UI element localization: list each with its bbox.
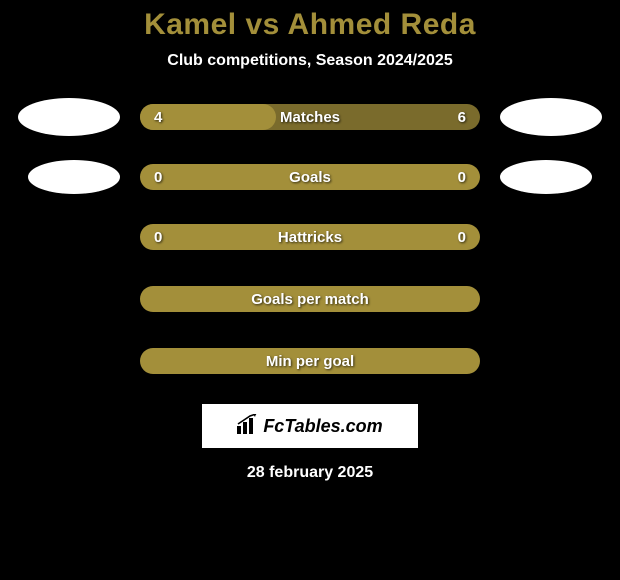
stat-bar: Goals per match — [140, 286, 480, 312]
stat-value-right: 6 — [458, 109, 466, 126]
stat-bar: 4 Matches 6 — [140, 104, 480, 130]
stat-label: Goals — [140, 169, 480, 186]
branding-text: FcTables.com — [263, 416, 382, 437]
stat-label: Min per goal — [140, 353, 480, 370]
stat-bar: 0 Hattricks 0 — [140, 224, 480, 250]
stat-row-min-per-goal: Min per goal — [0, 342, 620, 380]
player-right-marker — [500, 160, 592, 194]
stat-row-goals-per-match: Goals per match — [0, 280, 620, 318]
footer-date: 28 february 2025 — [0, 464, 620, 482]
stat-label: Matches — [140, 109, 480, 126]
stat-row-goals: 0 Goals 0 — [0, 160, 620, 194]
stat-bar: Min per goal — [140, 348, 480, 374]
player-right-marker — [500, 98, 602, 136]
stat-value-right: 0 — [458, 229, 466, 246]
branding-logo: FcTables.com — [202, 404, 418, 448]
stat-row-matches: 4 Matches 6 — [0, 98, 620, 136]
infographic-container: Kamel vs Ahmed Reda Club competitions, S… — [0, 0, 620, 482]
stat-label: Goals per match — [140, 291, 480, 308]
player-left-marker — [28, 160, 120, 194]
page-title: Kamel vs Ahmed Reda — [0, 8, 620, 42]
chart-icon — [237, 414, 259, 439]
stat-label: Hattricks — [140, 229, 480, 246]
player-left-marker — [18, 98, 120, 136]
page-subtitle: Club competitions, Season 2024/2025 — [0, 52, 620, 70]
stat-row-hattricks: 0 Hattricks 0 — [0, 218, 620, 256]
stat-bar: 0 Goals 0 — [140, 164, 480, 190]
stat-value-right: 0 — [458, 169, 466, 186]
